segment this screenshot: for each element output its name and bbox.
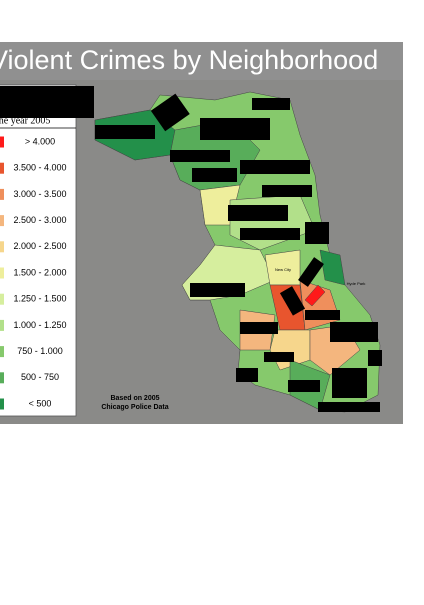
redaction	[236, 368, 258, 382]
redaction	[95, 125, 155, 139]
district	[304, 284, 326, 307]
legend-label: 3.500 - 4.000	[13, 163, 66, 173]
area-label: Hyde Park	[347, 281, 366, 286]
redaction	[305, 310, 340, 320]
redaction	[262, 185, 312, 197]
redaction	[288, 380, 320, 392]
legend-label: 2.000 - 2.500	[13, 241, 66, 251]
legend-swatch	[0, 293, 4, 305]
redaction	[228, 205, 288, 221]
legend-label: 750 - 1.000	[17, 346, 63, 356]
redaction	[305, 222, 329, 244]
legend-items: > 4.000 3.500 - 4.000 3.000 - 3.500 2.500 -…	[0, 136, 67, 410]
legend-swatch	[0, 346, 4, 358]
redactions	[95, 93, 382, 412]
legend-swatch	[0, 215, 4, 227]
redaction	[150, 93, 190, 132]
redaction	[170, 150, 230, 162]
legend-swatch	[0, 162, 4, 174]
legend-label: > 4.000	[25, 136, 55, 146]
redaction	[252, 98, 290, 110]
note-line: Based on 2005	[110, 395, 159, 402]
redaction	[200, 118, 270, 140]
redaction	[318, 402, 380, 412]
redaction	[240, 160, 310, 174]
redaction	[279, 286, 306, 316]
legend-swatch	[0, 267, 4, 279]
redaction	[190, 283, 245, 297]
legend-swatch	[0, 136, 4, 148]
legend-swatch	[0, 241, 4, 253]
redaction	[0, 86, 94, 118]
legend-label: < 500	[29, 398, 52, 408]
legend-label: 2.500 - 3.000	[13, 215, 66, 225]
redaction	[240, 322, 278, 334]
legend-label: 3.000 - 3.500	[13, 189, 66, 199]
redaction	[368, 350, 382, 366]
legend-label: 500 - 750	[21, 372, 59, 382]
legend-label: 1.000 - 1.250	[13, 320, 66, 330]
legend-label: 1.250 - 1.500	[13, 294, 66, 304]
redaction	[240, 228, 300, 240]
redaction	[298, 257, 324, 287]
legend-swatch	[0, 319, 4, 331]
district	[319, 249, 346, 286]
legend-swatch	[0, 188, 4, 200]
title: Violent Crimes by Neighborhood	[0, 45, 378, 75]
title-band	[0, 42, 403, 80]
note-line: Chicago Police Data	[101, 404, 168, 411]
legend-box	[0, 84, 77, 417]
legend-swatch	[0, 398, 4, 410]
redaction	[192, 168, 237, 182]
redaction	[330, 322, 378, 342]
legend-label: 1.500 - 2.000	[13, 267, 66, 277]
redaction	[332, 368, 367, 398]
legend-swatch	[0, 372, 4, 384]
area-label: New City	[275, 267, 291, 272]
redaction	[264, 352, 294, 362]
legend-heading: the year 2005	[0, 115, 50, 126]
